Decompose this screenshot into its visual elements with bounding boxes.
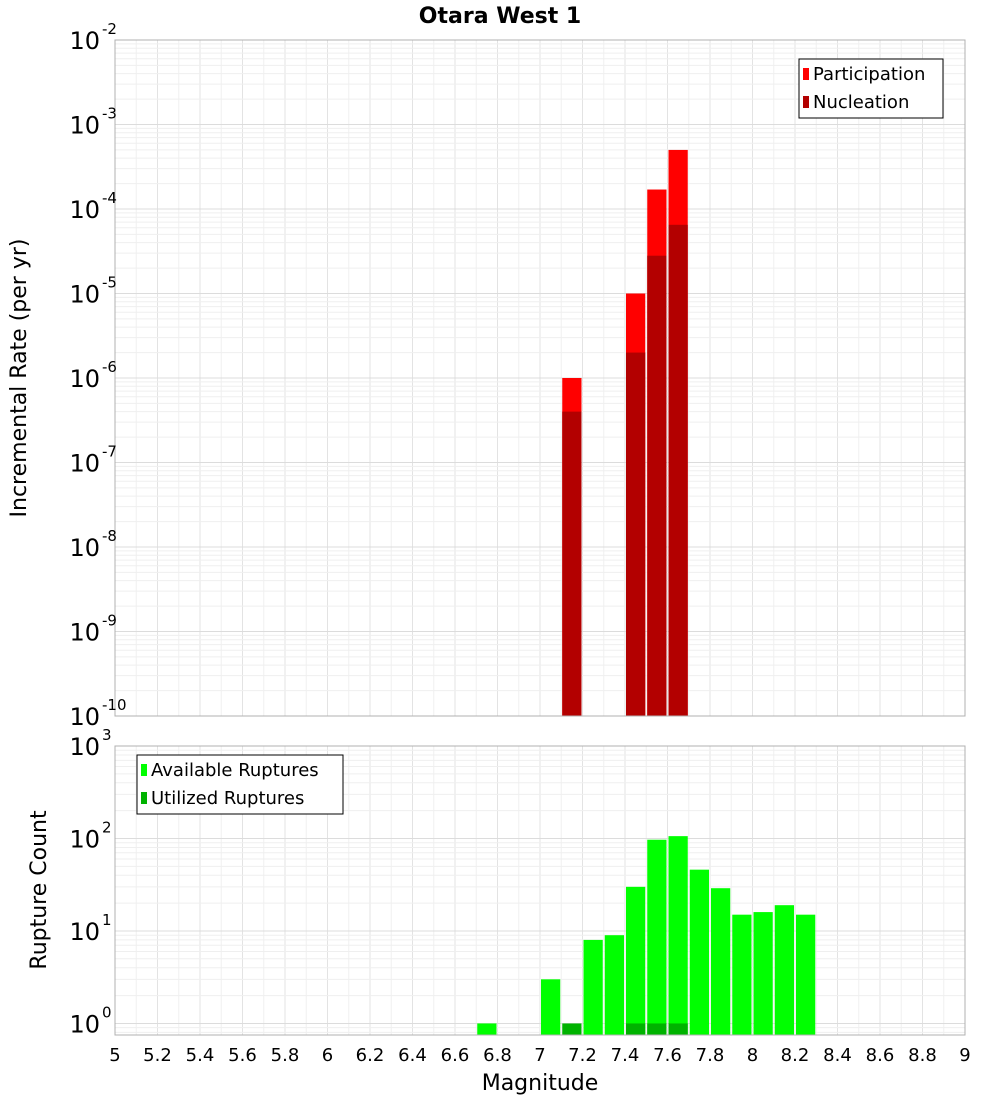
legend-swatch bbox=[141, 764, 147, 776]
x-tick-label: 8.2 bbox=[781, 1045, 810, 1066]
legend-entry: Participation bbox=[813, 64, 925, 85]
y-tick-exponent: -8 bbox=[102, 527, 117, 545]
bar-nucleation bbox=[626, 352, 646, 716]
y-tick-label: 10 bbox=[69, 703, 100, 731]
bar-available-ruptures bbox=[732, 914, 752, 1035]
x-tick-label: 5.2 bbox=[143, 1045, 172, 1066]
bar-available-ruptures bbox=[583, 939, 603, 1035]
bar-available-ruptures bbox=[541, 979, 561, 1035]
bar-utilized-ruptures bbox=[647, 1023, 667, 1035]
x-tick-label: 5.8 bbox=[271, 1045, 300, 1066]
legend-entry: Utilized Ruptures bbox=[151, 788, 304, 809]
y-tick-label: 10 bbox=[69, 450, 100, 478]
x-tick-label: 6.4 bbox=[398, 1045, 427, 1066]
x-axis-label: Magnitude bbox=[482, 1071, 599, 1096]
y-tick-label: 10 bbox=[69, 365, 100, 393]
bar-utilized-ruptures bbox=[562, 1023, 582, 1035]
top-plot-area: 10-210-310-410-510-610-710-810-910 -10Par… bbox=[69, 20, 966, 731]
bar-available-ruptures bbox=[796, 914, 816, 1035]
y-tick-label: 10 bbox=[69, 112, 100, 140]
x-tick-label: 9 bbox=[959, 1045, 970, 1066]
legend-box bbox=[136, 754, 344, 815]
x-tick-label: 5 bbox=[109, 1045, 120, 1066]
x-tick-label: 6.6 bbox=[441, 1045, 470, 1066]
y-tick-exponent: -4 bbox=[102, 189, 117, 207]
bar-nucleation bbox=[562, 411, 582, 716]
x-tick-label: 6.8 bbox=[483, 1045, 512, 1066]
x-tick-label: 7.2 bbox=[568, 1045, 597, 1066]
y-tick-exponent: -3 bbox=[102, 105, 117, 123]
y-tick-exponent: -5 bbox=[102, 274, 117, 292]
bar-available-ruptures bbox=[711, 888, 731, 1035]
legend-entry: Nucleation bbox=[813, 92, 909, 113]
x-tick-label: 8 bbox=[747, 1045, 758, 1066]
legend-box bbox=[798, 58, 944, 119]
legend-swatch bbox=[803, 68, 809, 80]
x-tick-label: 7.6 bbox=[653, 1045, 682, 1066]
bar-nucleation bbox=[647, 255, 667, 716]
x-tick-label: 8.4 bbox=[823, 1045, 852, 1066]
y-tick-label: 10 bbox=[69, 534, 100, 562]
x-tick-label: 5.4 bbox=[186, 1045, 215, 1066]
plot-frame bbox=[114, 745, 966, 1036]
y-tick-label: 10 bbox=[69, 196, 100, 224]
bar-available-ruptures bbox=[668, 836, 688, 1035]
legend-swatch bbox=[141, 792, 147, 804]
y-tick-exponent: -6 bbox=[102, 358, 117, 376]
y-tick-exponent: -2 bbox=[102, 20, 117, 38]
y-tick-exponent: -9 bbox=[102, 612, 117, 630]
x-tick-label: 5.6 bbox=[228, 1045, 257, 1066]
legend-swatch bbox=[803, 96, 809, 108]
top-y-axis-label: Incremental Rate (per yr) bbox=[7, 239, 32, 518]
y-tick-label: 10 bbox=[69, 281, 100, 309]
bar-utilized-ruptures bbox=[626, 1023, 646, 1035]
chart-title: Otara West 1 bbox=[419, 4, 581, 29]
y-tick-label: 10 bbox=[69, 619, 100, 647]
x-tick-label: 8.6 bbox=[866, 1045, 895, 1066]
plot-frame bbox=[114, 39, 966, 717]
x-tick-label: 7 bbox=[534, 1045, 545, 1066]
y-tick-exponent: -7 bbox=[102, 443, 117, 461]
x-tick-label: 6 bbox=[322, 1045, 333, 1066]
bar-available-ruptures bbox=[626, 886, 646, 1035]
y-tick-exponent: 2 bbox=[102, 818, 112, 836]
bar-available-ruptures bbox=[647, 839, 667, 1035]
bottom-y-axis-label: Rupture Count bbox=[27, 810, 52, 970]
y-tick-exponent: 3 bbox=[102, 726, 112, 744]
y-tick-label: 10 bbox=[69, 1010, 100, 1038]
y-tick-label: 10 bbox=[69, 918, 100, 946]
legend-entry: Available Ruptures bbox=[151, 760, 319, 781]
y-tick-label: 10 bbox=[69, 825, 100, 853]
x-tick-label: 7.4 bbox=[611, 1045, 640, 1066]
bar-available-ruptures bbox=[689, 869, 709, 1035]
bar-available-ruptures bbox=[753, 912, 773, 1035]
bar-utilized-ruptures bbox=[668, 1023, 688, 1035]
x-tick-label: 8.8 bbox=[908, 1045, 937, 1066]
bar-nucleation bbox=[668, 224, 688, 716]
x-tick-label: 6.2 bbox=[356, 1045, 385, 1066]
y-tick-exponent: 1 bbox=[102, 911, 112, 929]
x-tick-label: 7.8 bbox=[696, 1045, 725, 1066]
bar-available-ruptures bbox=[477, 1023, 497, 1035]
y-tick-exponent: -10 bbox=[102, 696, 127, 714]
bar-available-ruptures bbox=[604, 935, 624, 1035]
y-tick-label: 10 bbox=[69, 733, 100, 761]
y-tick-label: 10 bbox=[69, 27, 100, 55]
y-tick-exponent: 0 bbox=[102, 1003, 112, 1021]
bar-available-ruptures bbox=[774, 905, 794, 1035]
